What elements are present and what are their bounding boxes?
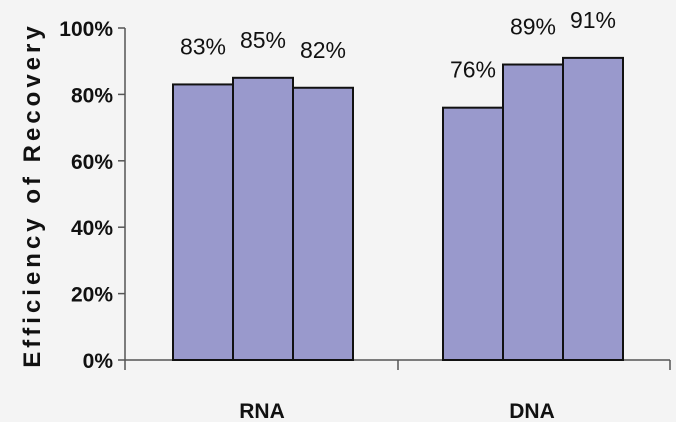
y-axis-title: Efficiency of Recovery: [19, 22, 46, 367]
bar-dna-3: [562, 56, 624, 361]
data-label: 76%: [450, 57, 496, 83]
bar-dna-2: [502, 63, 564, 362]
bar-dna-1: [442, 106, 504, 362]
y-tick-label: 0%: [83, 350, 114, 373]
bar-rna-2: [232, 76, 294, 362]
bar-rna-1: [172, 83, 234, 361]
data-label: 83%: [180, 33, 226, 59]
x-category-label: DNA: [509, 400, 555, 422]
data-label: 91%: [570, 7, 616, 33]
y-tick-label: 100%: [59, 18, 113, 41]
y-tick-label: 20%: [71, 284, 113, 307]
bar-rna-3: [292, 86, 354, 361]
y-tick-label: 80%: [71, 84, 113, 107]
data-label: 82%: [300, 37, 346, 63]
y-tick-label: 60%: [71, 151, 113, 174]
plot-area: 0% 20% 40% 60% 80% 100% 83% 85% 82% 76% 89% 91% RNA D…: [59, 7, 671, 422]
y-tick-label: 40%: [71, 217, 113, 240]
x-category-label: RNA: [239, 400, 285, 422]
data-label: 89%: [510, 14, 556, 40]
data-label: 85%: [240, 27, 286, 53]
